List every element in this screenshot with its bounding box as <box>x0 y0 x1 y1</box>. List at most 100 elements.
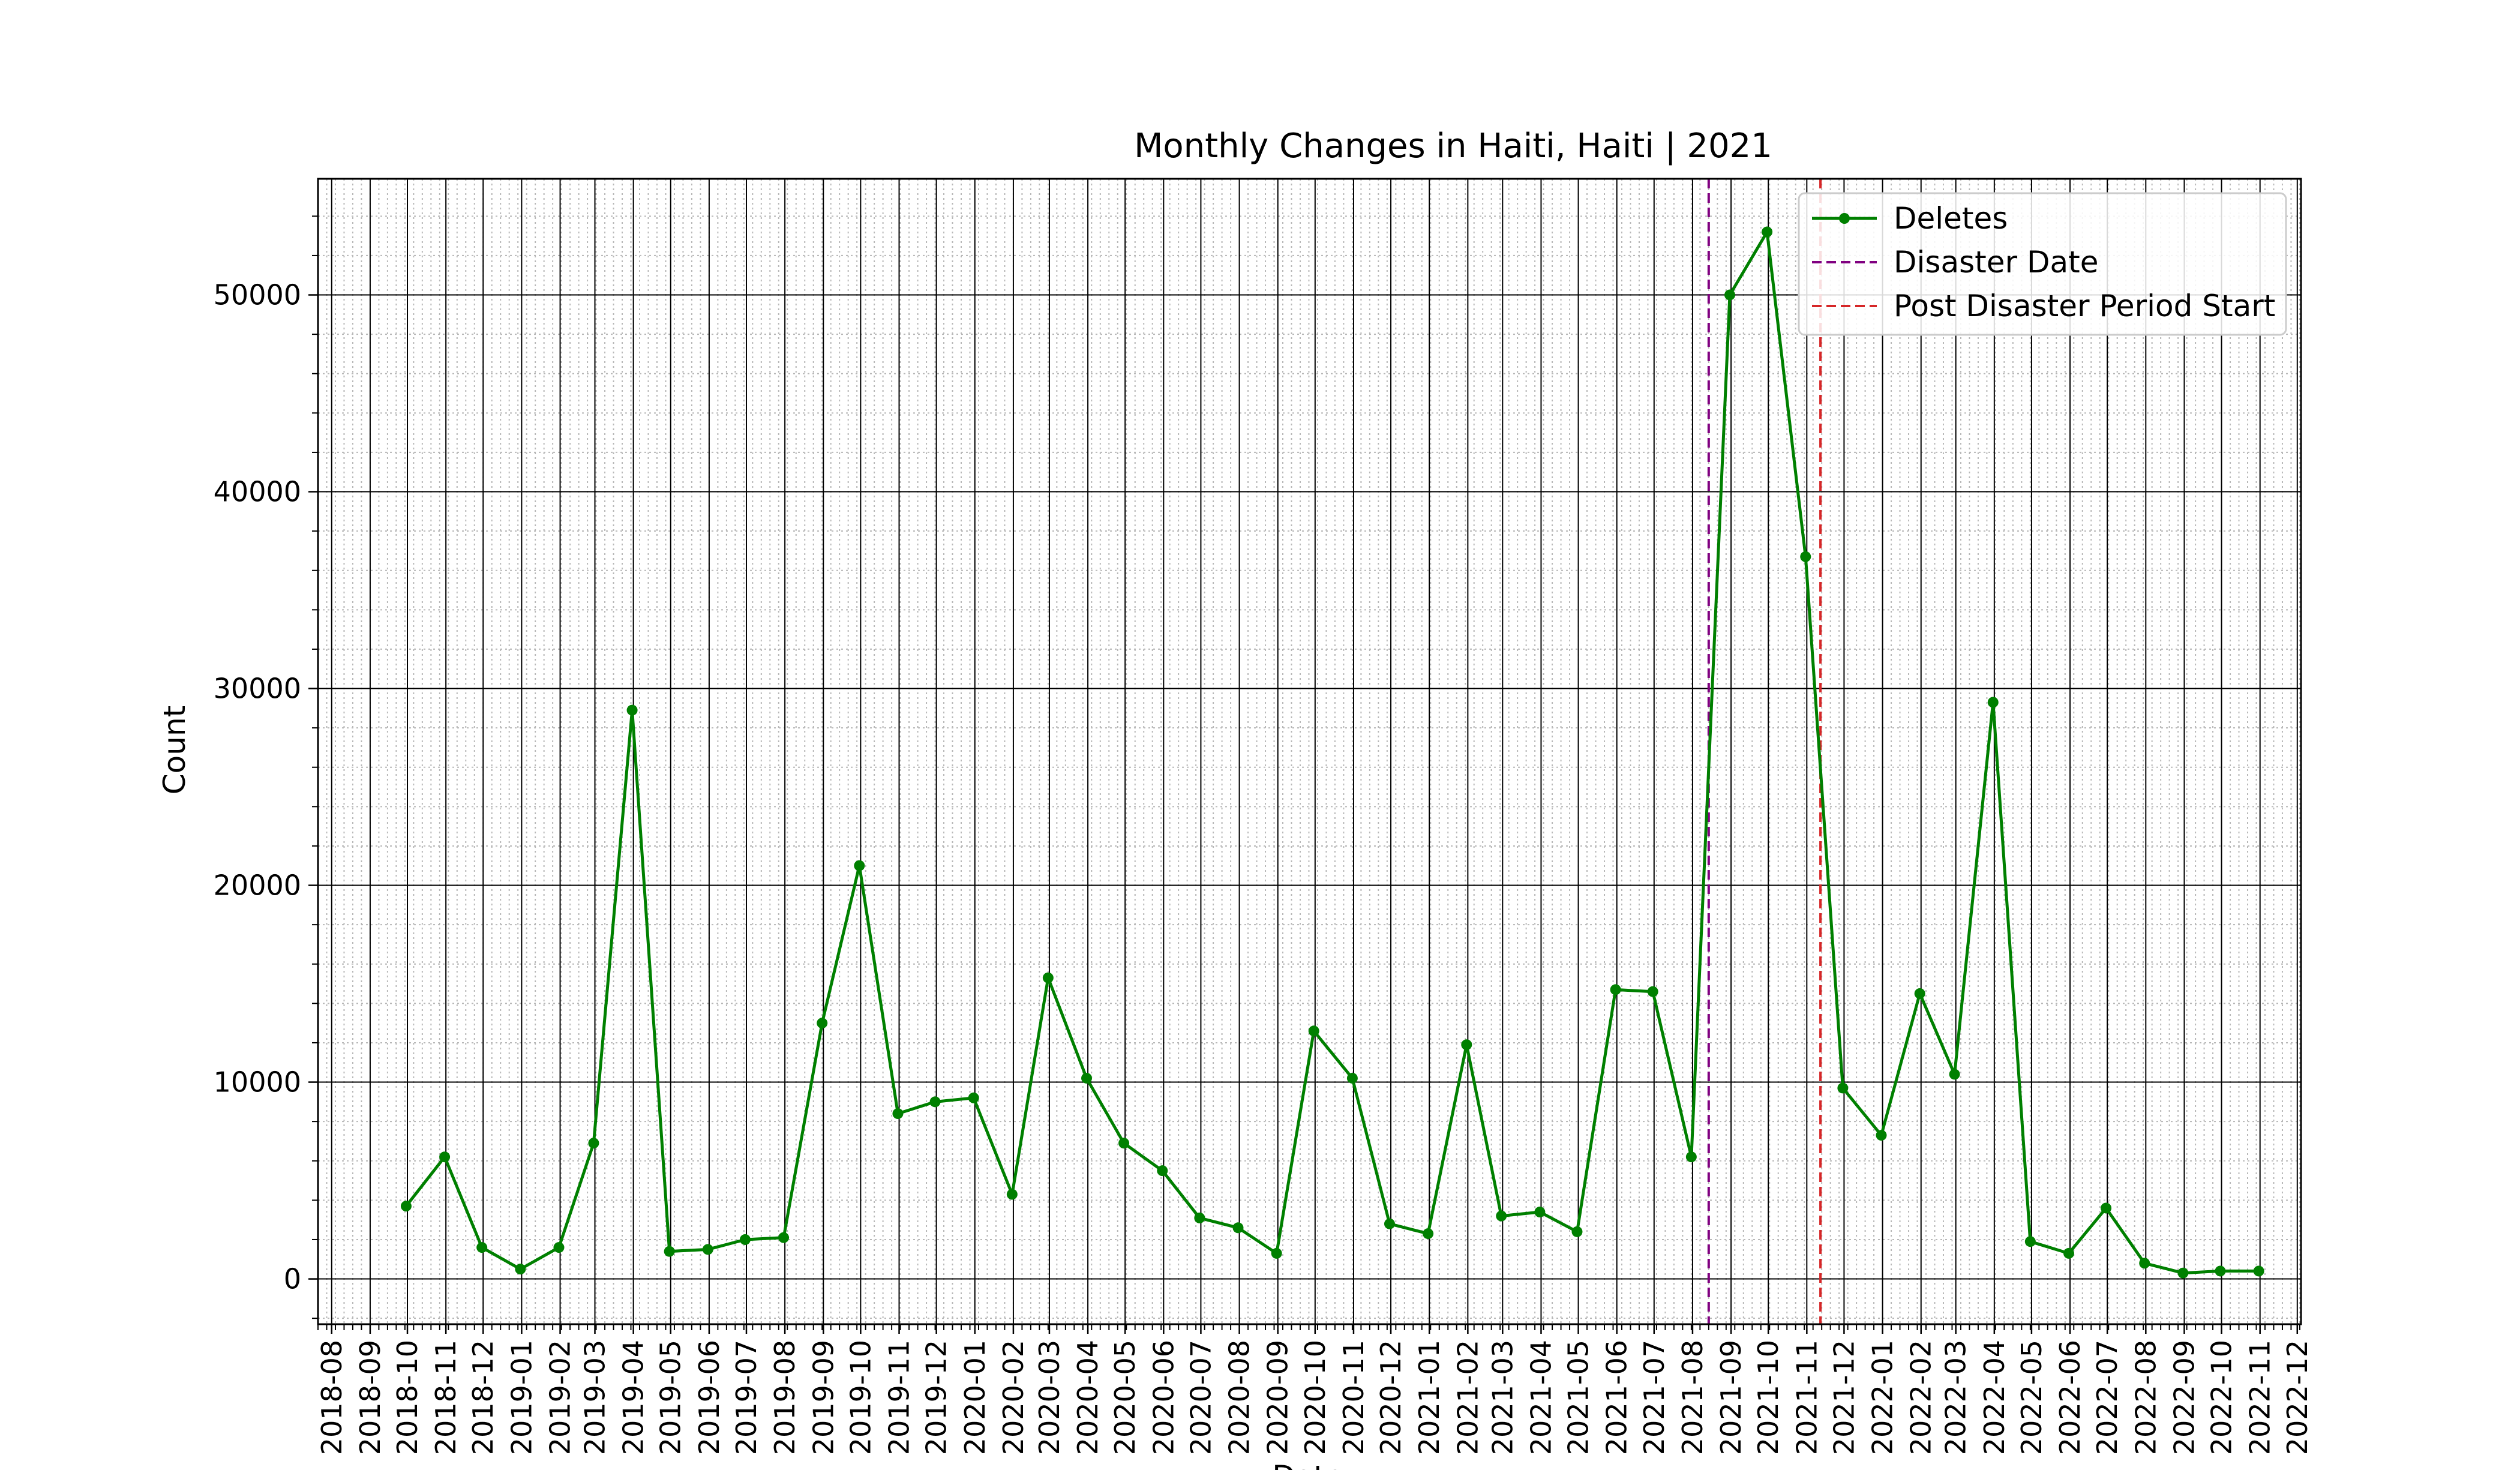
data-point <box>1042 972 1054 983</box>
x-tick-label: 2018-12 <box>467 1340 499 1455</box>
data-point <box>1800 551 1811 562</box>
reference-lines <box>1707 179 1822 1324</box>
data-point <box>2177 1267 2189 1279</box>
legend-box <box>1798 192 2287 336</box>
x-axis-ticks: 2018-08 2018-09 2018-10 2018-11 2018-12 2019-… <box>316 1324 2314 1455</box>
x-tick-label: 2019-01 <box>505 1340 538 1455</box>
series-line <box>404 230 2259 1275</box>
data-point <box>929 1096 941 1108</box>
major-grid <box>318 179 2301 1324</box>
x-tick-label: 2022-03 <box>1940 1340 1972 1455</box>
x-tick-label: 2022-06 <box>2054 1340 2086 1455</box>
y-tick-label: 30000 <box>214 673 301 705</box>
data-point <box>1534 1207 1546 1218</box>
x-tick-label: 2020-06 <box>1147 1340 1180 1455</box>
legend-label: Post Disaster Period Start <box>1894 289 2275 323</box>
data-point <box>1271 1247 1282 1259</box>
y-tick-label: 10000 <box>214 1066 301 1099</box>
data-point <box>1232 1222 1244 1234</box>
data-point <box>1914 988 1925 999</box>
x-tick-label: 2022-10 <box>2206 1340 2238 1455</box>
y-axis-label: Count <box>157 706 192 795</box>
data-point <box>1194 1212 1205 1223</box>
x-tick-label: 2020-12 <box>1375 1340 1407 1455</box>
data-point <box>1837 1082 1849 1094</box>
y-tick-label: 20000 <box>214 869 301 902</box>
x-tick-label: 2021-12 <box>1828 1340 1860 1455</box>
y-tick-label: 0 <box>284 1263 301 1295</box>
x-tick-label: 2021-04 <box>1525 1340 1557 1455</box>
x-tick-label: 2021-01 <box>1413 1340 1445 1455</box>
data-point <box>1308 1025 1319 1037</box>
data-point <box>702 1244 713 1255</box>
x-tick-label: 2020-02 <box>997 1340 1030 1455</box>
data-point <box>1081 1072 1093 1084</box>
legend-label: Deletes <box>1894 201 2008 236</box>
x-tick-label: 2021-05 <box>1562 1340 1595 1455</box>
x-tick-label: 2022-01 <box>1867 1340 1899 1455</box>
x-tick-label: 2022-07 <box>2091 1340 2123 1455</box>
x-tick-label: 2020-08 <box>1223 1340 1256 1455</box>
x-tick-label: 2019-10 <box>844 1340 877 1455</box>
x-tick-label: 2019-11 <box>883 1340 916 1455</box>
x-tick-label: 2022-05 <box>2015 1340 2048 1455</box>
minor-grid <box>317 179 2301 1324</box>
data-point <box>1876 1130 1887 1141</box>
legend: Deletes Disaster Date Post Disaster Period… <box>1798 192 2287 336</box>
plot-frame <box>317 178 2302 1325</box>
data-point <box>2139 1258 2150 1269</box>
data-point <box>664 1246 675 1257</box>
x-tick-label: 2019-05 <box>655 1340 687 1455</box>
data-point <box>1762 226 1773 238</box>
data-point <box>588 1138 599 1149</box>
x-tick-label: 2021-10 <box>1752 1340 1784 1455</box>
x-tick-label: 2018-10 <box>391 1340 424 1455</box>
series-deletes <box>400 226 2264 1279</box>
data-point <box>2215 1265 2226 1277</box>
x-tick-label: 2020-01 <box>959 1340 991 1455</box>
data-point <box>2253 1265 2264 1277</box>
x-tick-label: 2022-08 <box>2129 1340 2162 1455</box>
data-point <box>817 1018 828 1029</box>
x-tick-label: 2021-08 <box>1676 1340 1709 1455</box>
data-point <box>1346 1072 1358 1084</box>
x-tick-label: 2019-02 <box>544 1340 577 1455</box>
data-point <box>1118 1138 1130 1149</box>
x-tick-label: 2021-03 <box>1486 1340 1519 1455</box>
x-tick-label: 2019-07 <box>730 1340 763 1455</box>
x-tick-label: 2021-02 <box>1451 1340 1484 1455</box>
x-tick-label: 2020-04 <box>1072 1340 1104 1455</box>
data-point <box>1685 1151 1697 1163</box>
data-point <box>476 1242 488 1253</box>
x-tick-label: 2019-09 <box>807 1340 839 1455</box>
x-tick-label: 2020-05 <box>1109 1340 1141 1455</box>
data-point <box>2101 1202 2112 1214</box>
x-tick-label: 2018-08 <box>316 1340 348 1455</box>
x-tick-label: 2020-09 <box>1262 1340 1294 1455</box>
data-point <box>1571 1226 1583 1237</box>
x-tick-label: 2021-09 <box>1715 1340 1747 1455</box>
data-point <box>1006 1189 1018 1200</box>
x-tick-label: 2022-12 <box>2281 1340 2314 1455</box>
data-point <box>1423 1228 1434 1240</box>
x-tick-label: 2021-11 <box>1790 1340 1823 1455</box>
y-tick-label: 40000 <box>214 476 301 508</box>
data-point <box>1496 1210 1507 1222</box>
data-point <box>778 1232 790 1243</box>
x-tick-label: 2020-10 <box>1299 1340 1331 1455</box>
x-tick-label: 2022-11 <box>2244 1340 2276 1455</box>
data-point <box>439 1151 451 1163</box>
x-tick-label: 2021-07 <box>1638 1340 1670 1455</box>
x-tick-label: 2020-07 <box>1184 1340 1217 1455</box>
data-point <box>515 1264 526 1275</box>
data-point <box>739 1234 751 1245</box>
x-tick-label: 2019-08 <box>769 1340 801 1455</box>
data-point <box>854 860 865 871</box>
x-tick-label: 2021-06 <box>1601 1340 1633 1455</box>
legend-marker <box>1839 213 1850 224</box>
data-point <box>1987 697 1999 708</box>
y-tick-label: 50000 <box>214 279 301 311</box>
x-tick-label: 2019-12 <box>920 1340 953 1455</box>
x-tick-label: 2019-06 <box>693 1340 725 1455</box>
